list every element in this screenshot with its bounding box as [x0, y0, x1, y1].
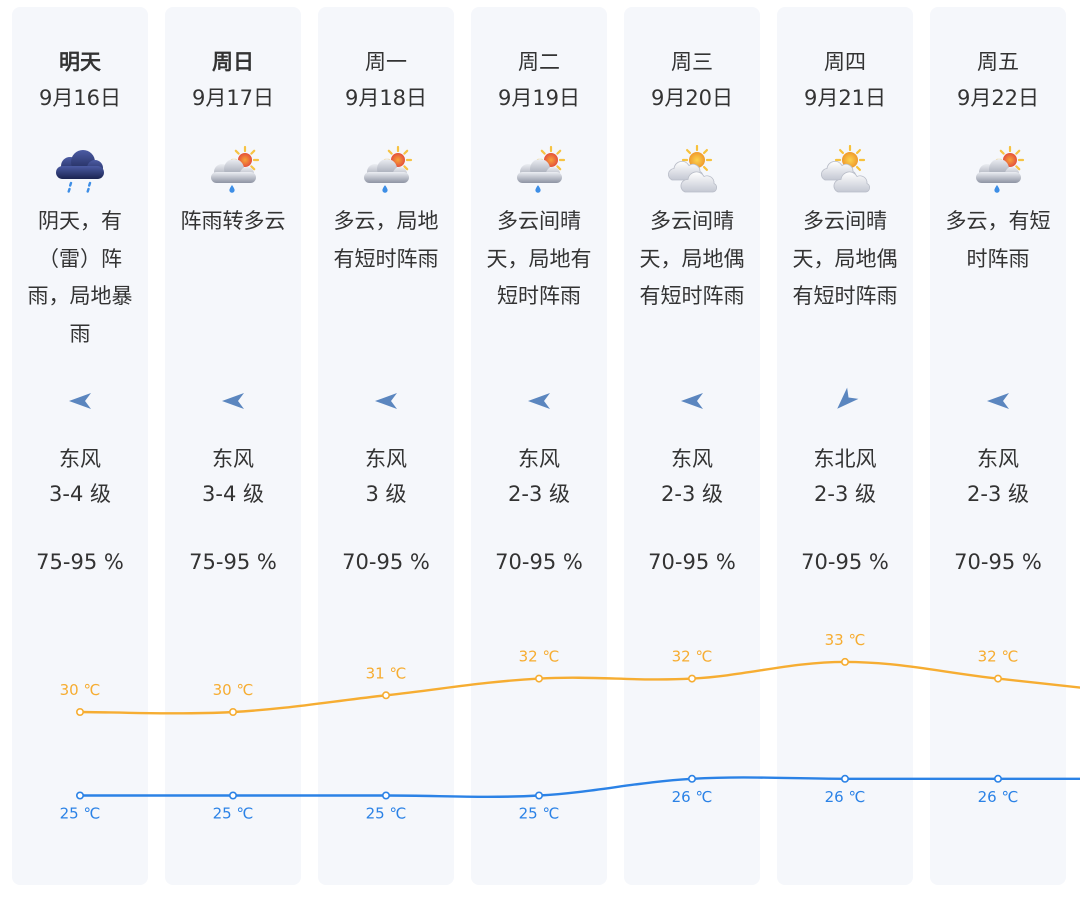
- wind-level: 3 级: [365, 482, 407, 506]
- day-date: 9月21日: [803, 86, 887, 110]
- wind-arrow-icon: [527, 392, 551, 410]
- wind-direction: 东风: [671, 447, 713, 471]
- wind-arrow-icon: [680, 392, 704, 410]
- day-date: 9月20日: [650, 86, 734, 110]
- weather-description: 多云间晴天，局地偶有短时阵雨: [792, 209, 898, 308]
- day-date: 9月18日: [344, 86, 428, 110]
- weather-description: 多云间晴天，局地偶有短时阵雨: [639, 209, 745, 308]
- weather-description: 阵雨转多云: [180, 209, 286, 233]
- weather-description: 多云，有短时阵雨: [945, 209, 1051, 271]
- forecast-day-card: 周四 9月21日 多云间晴天，局地偶有短时阵雨 东北风 2-3 级 70-95 …: [777, 7, 913, 885]
- partly-cloudy-icon: [815, 145, 875, 195]
- day-name: 周四: [824, 50, 866, 74]
- weather-description: 多云，局地有短时阵雨: [333, 209, 439, 271]
- sun-cloud-shower-icon: [509, 145, 569, 195]
- forecast-day-card: 周二 9月19日 多云间晴天，局地有短时阵雨 东风 2-3 级 70-95 %: [471, 7, 607, 885]
- day-date: 9月16日: [38, 86, 122, 110]
- day-date: 9月19日: [497, 86, 581, 110]
- forecast-day-card: 周五 9月22日 多云，有短时阵雨 东风 2-3 级 70-95 %: [930, 7, 1066, 885]
- humidity: 75-95 %: [36, 550, 124, 574]
- weather-description: 阴天，有（雷）阵雨，局地暴雨: [27, 209, 133, 346]
- humidity: 70-95 %: [954, 550, 1042, 574]
- day-name: 周日: [212, 50, 254, 74]
- day-name: 明天: [59, 50, 101, 74]
- wind-arrow-icon: [68, 392, 92, 410]
- forecast-day-card: 明天 9月16日 阴天，有（雷）阵雨，局地暴雨 东风 3-4 级 75-95 %: [12, 7, 148, 885]
- weather-description: 多云间晴天，局地有短时阵雨: [486, 209, 592, 308]
- day-date: 9月22日: [956, 86, 1040, 110]
- humidity: 70-95 %: [648, 550, 736, 574]
- humidity: 75-95 %: [189, 550, 277, 574]
- day-name: 周一: [365, 50, 407, 74]
- wind-direction: 东北风: [813, 447, 877, 471]
- wind-arrow-icon: [374, 392, 398, 410]
- wind-level: 2-3 级: [508, 482, 570, 506]
- wind-direction: 东风: [59, 447, 101, 471]
- day-date: 9月17日: [191, 86, 275, 110]
- humidity: 70-95 %: [801, 550, 889, 574]
- humidity: 70-95 %: [495, 550, 583, 574]
- wind-arrow-icon: [221, 392, 245, 410]
- sun-cloud-shower-icon: [203, 145, 263, 195]
- day-name: 周二: [518, 50, 560, 74]
- humidity: 70-95 %: [342, 550, 430, 574]
- wind-direction: 东风: [365, 447, 407, 471]
- wind-arrow-icon: [830, 386, 860, 416]
- partly-cloudy-icon: [662, 145, 722, 195]
- wind-arrow-icon: [986, 392, 1010, 410]
- wind-level: 2-3 级: [967, 482, 1029, 506]
- forecast-day-card: 周三 9月20日 多云间晴天，局地偶有短时阵雨 东风 2-3 级 70-95 %: [624, 7, 760, 885]
- day-name: 周三: [671, 50, 713, 74]
- sun-cloud-shower-icon: [968, 145, 1028, 195]
- sun-cloud-shower-icon: [356, 145, 416, 195]
- wind-direction: 东风: [977, 447, 1019, 471]
- day-name: 周五: [977, 50, 1019, 74]
- wind-level: 3-4 级: [49, 482, 111, 506]
- wind-direction: 东风: [518, 447, 560, 471]
- wind-level: 3-4 级: [202, 482, 264, 506]
- wind-direction: 东风: [212, 447, 254, 471]
- wind-level: 2-3 级: [661, 482, 723, 506]
- forecast-day-card: 周一 9月18日 多云，局地有短时阵雨 东风 3 级 70-95 %: [318, 7, 454, 885]
- wind-level: 2-3 级: [814, 482, 876, 506]
- forecast-day-card: 周日 9月17日 阵雨转多云 东风 3-4 级 75-95 %: [165, 7, 301, 885]
- heavy-rain-cloud-icon: [50, 145, 110, 195]
